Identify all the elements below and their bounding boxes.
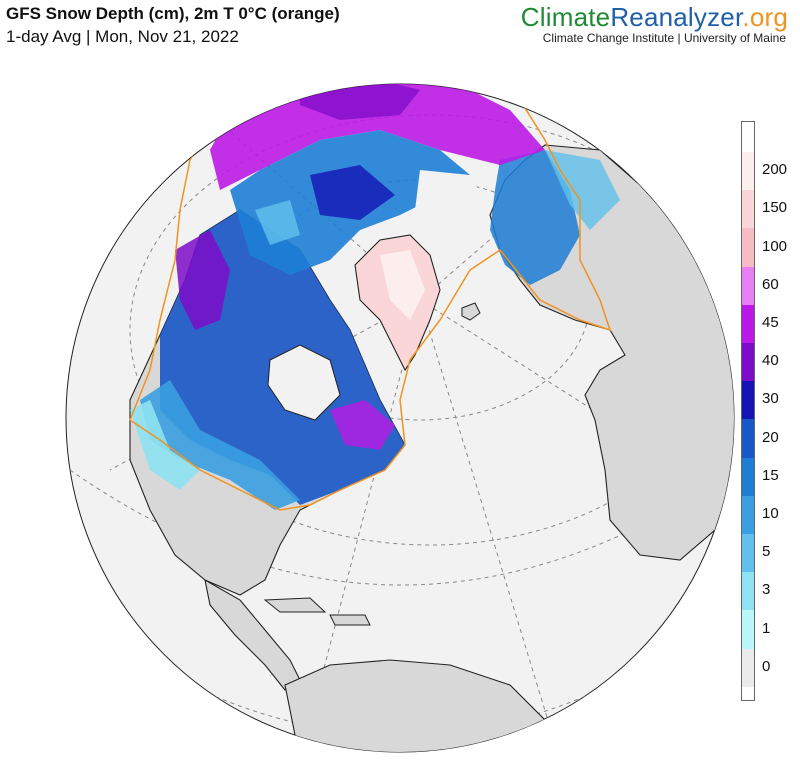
hudson-bay xyxy=(267,344,341,421)
legend-label: 3 xyxy=(762,581,771,599)
legend-label: 45 xyxy=(762,313,779,331)
legend-label: 150 xyxy=(762,199,788,217)
legend-swatch xyxy=(742,610,754,649)
legend-label: 10 xyxy=(762,504,779,522)
brand-logo[interactable]: ClimateReanalyzer.org xyxy=(521,2,788,33)
legend-label: 30 xyxy=(762,390,779,408)
legend-label: 60 xyxy=(762,275,779,293)
legend-label: 20 xyxy=(762,428,779,446)
legend-swatch xyxy=(742,266,754,305)
legend-swatch xyxy=(742,534,754,573)
legend-label: 200 xyxy=(762,161,788,179)
legend-swatch xyxy=(742,495,754,534)
legend-swatch xyxy=(742,190,754,229)
legend-swatch xyxy=(742,228,754,267)
legend-label: 100 xyxy=(762,237,788,255)
legend-swatch xyxy=(742,419,754,458)
legend-swatch xyxy=(742,304,754,343)
legend-label: 0 xyxy=(762,657,771,675)
legend-label: 1 xyxy=(762,619,771,637)
brand-part-reanalyzer: Reanalyzer xyxy=(610,2,743,32)
legend-swatch xyxy=(742,152,754,191)
date-subtitle: 1-day Avg | Mon, Nov 21, 2022 xyxy=(6,27,239,46)
legend-swatch xyxy=(742,457,754,496)
brand-tagline: Climate Change Institute | University of… xyxy=(542,31,786,45)
legend-label: 40 xyxy=(762,352,779,370)
brand-part-org: .org xyxy=(742,2,788,32)
arctic-ocean xyxy=(415,170,490,240)
legend-label: 5 xyxy=(762,543,771,561)
legend-label: 15 xyxy=(762,466,779,484)
legend-swatch xyxy=(742,343,754,382)
legend-swatch xyxy=(742,648,754,687)
south-america-land xyxy=(284,659,546,752)
legend-swatch xyxy=(742,381,754,420)
legend-colorbar xyxy=(741,121,755,701)
legend-swatch xyxy=(742,572,754,611)
brand-part-climate: Climate xyxy=(520,2,611,32)
page-title: GFS Snow Depth (cm), 2m T 0°C (orange) xyxy=(6,4,340,23)
iceland xyxy=(461,302,481,321)
scandinavia-snow xyxy=(490,150,580,285)
